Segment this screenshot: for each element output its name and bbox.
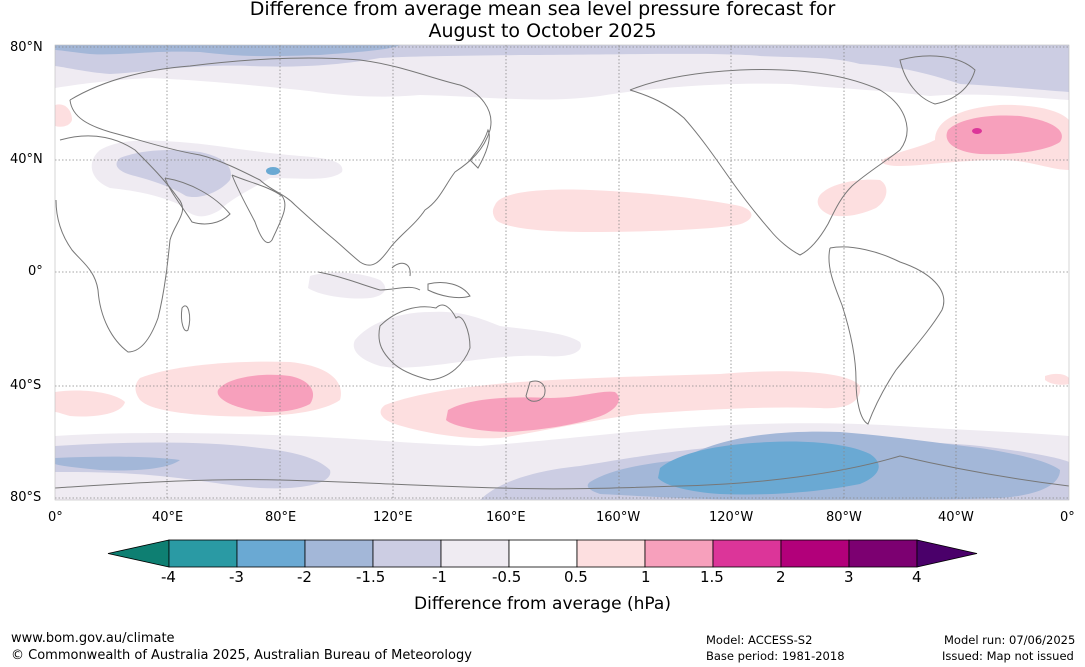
- footer-model: Model: ACCESS-S2: [706, 633, 813, 647]
- colorbar-segment: [236, 539, 306, 568]
- coast-newzealand: [525, 380, 546, 402]
- coast-india: [231, 174, 286, 244]
- colorbar-tick-0-5: 0.5: [564, 568, 588, 586]
- colorbar-label: Difference from average (hPa): [414, 594, 671, 614]
- colorbar-tick-3: 3: [844, 568, 854, 586]
- coastlines: [55, 55, 1069, 490]
- anomaly-region-antarctic-neg2: [658, 441, 879, 495]
- colorbar-segment: [372, 539, 442, 568]
- colorbar-tick-neg0-5: -0.5: [492, 568, 522, 586]
- colorbar-tick-1-5: 1.5: [700, 568, 724, 586]
- lat-label-80s: 80°S: [10, 490, 42, 505]
- anomaly-region-sindian-pos1: [217, 374, 314, 412]
- colorbar-segment: [168, 539, 238, 568]
- colorbar: [107, 539, 978, 568]
- colorbar-segment: [576, 539, 646, 568]
- lon-label-0-right: 0°: [1060, 510, 1075, 525]
- lon-label-120e: 120°E: [373, 510, 413, 525]
- map-title-line-2: August to October 2025: [428, 20, 657, 42]
- colorbar-tick-neg2: -2: [297, 568, 312, 586]
- lon-label-120w: 120°W: [709, 510, 754, 525]
- lon-label-80e: 80°E: [265, 510, 297, 525]
- lat-label-40s: 40°S: [10, 378, 42, 393]
- anomaly-region-asia-neg15: [116, 150, 231, 198]
- colorbar-tick-neg1: -1: [432, 568, 447, 586]
- lon-label-40e: 40°E: [152, 510, 184, 525]
- anomaly-spot-natlantic-pos15: [972, 128, 982, 134]
- colorbar-segment: [848, 539, 918, 568]
- anomaly-region-npacific-pos05: [492, 189, 752, 232]
- colorbar-segment: [508, 539, 578, 568]
- colorbar-tick-2: 2: [776, 568, 786, 586]
- footer-copyright: © Commonwealth of Australia 2025, Austra…: [11, 648, 472, 663]
- lat-label-40n: 40°N: [10, 152, 43, 167]
- coast-africa: [55, 135, 184, 353]
- coast-greenland: [899, 55, 976, 105]
- lon-label-0-left: 0°: [48, 510, 63, 525]
- colorbar-tick-4: 4: [912, 568, 922, 586]
- footer-base-period: Base period: 1981-2018: [706, 649, 845, 663]
- colorbar-extend-high: [916, 539, 978, 568]
- coast-madagascar: [181, 305, 191, 332]
- colorbar-segment: [440, 539, 510, 568]
- lon-label-80w: 80°W: [826, 510, 862, 525]
- anomaly-region-natlantic-pos1: [946, 115, 1062, 155]
- coast-antarctica: [55, 455, 1069, 490]
- anomaly-region-spacific-pos1: [446, 391, 619, 432]
- footer-model-run: Model run: 07/06/2025: [944, 633, 1076, 647]
- coast-australia: [378, 304, 471, 381]
- anomaly-region-arctic-neg15: [55, 45, 1069, 92]
- anomaly-region-arctic-neg2: [55, 45, 400, 57]
- lat-label-80n: 80°N: [10, 40, 43, 55]
- coast-newguinea: [427, 282, 471, 299]
- coast-eurasia-north: [69, 57, 492, 266]
- anomaly-region-satlantic-pos05: [55, 390, 125, 417]
- colorbar-tick-neg3: -3: [229, 568, 244, 586]
- lon-label-160w: 160°W: [596, 510, 641, 525]
- colorbar-segment: [644, 539, 714, 568]
- colorbar-tick-neg1-5: -1.5: [356, 568, 386, 586]
- colorbar-tick-1: 1: [641, 568, 651, 586]
- colorbar-extend-low: [107, 539, 170, 568]
- footer-issued: Issued: Map not issued: [942, 649, 1074, 663]
- anomaly-region-easternsa-pos05: [1045, 373, 1069, 385]
- colorbar-segment: [780, 539, 850, 568]
- colorbar-segment: [304, 539, 374, 568]
- lat-label-equator: 0°: [28, 264, 43, 279]
- lon-label-160e: 160°E: [486, 510, 526, 525]
- coast-indonesia: [317, 262, 421, 291]
- anomaly-region-maritime-neg05: [308, 272, 386, 299]
- colorbar-segment: [712, 539, 782, 568]
- map-title-line-1: Difference from average mean sea level p…: [249, 0, 836, 20]
- lon-label-40w: 40°W: [938, 510, 974, 525]
- anomaly-region-australia-neg05: [353, 311, 581, 368]
- coast-arabia: [164, 177, 231, 225]
- footer-url: www.bom.gov.au/climate: [11, 631, 175, 646]
- anomaly-spot-asia-neg2: [266, 167, 280, 175]
- colorbar-tick-neg4: -4: [161, 568, 176, 586]
- anomaly-region-europe-pos05: [55, 104, 72, 127]
- anomaly-region-caribbean-pos05: [817, 179, 887, 217]
- coast-southamerica: [828, 246, 945, 425]
- coast-northamerica: [629, 69, 908, 256]
- graticule: [55, 45, 1069, 500]
